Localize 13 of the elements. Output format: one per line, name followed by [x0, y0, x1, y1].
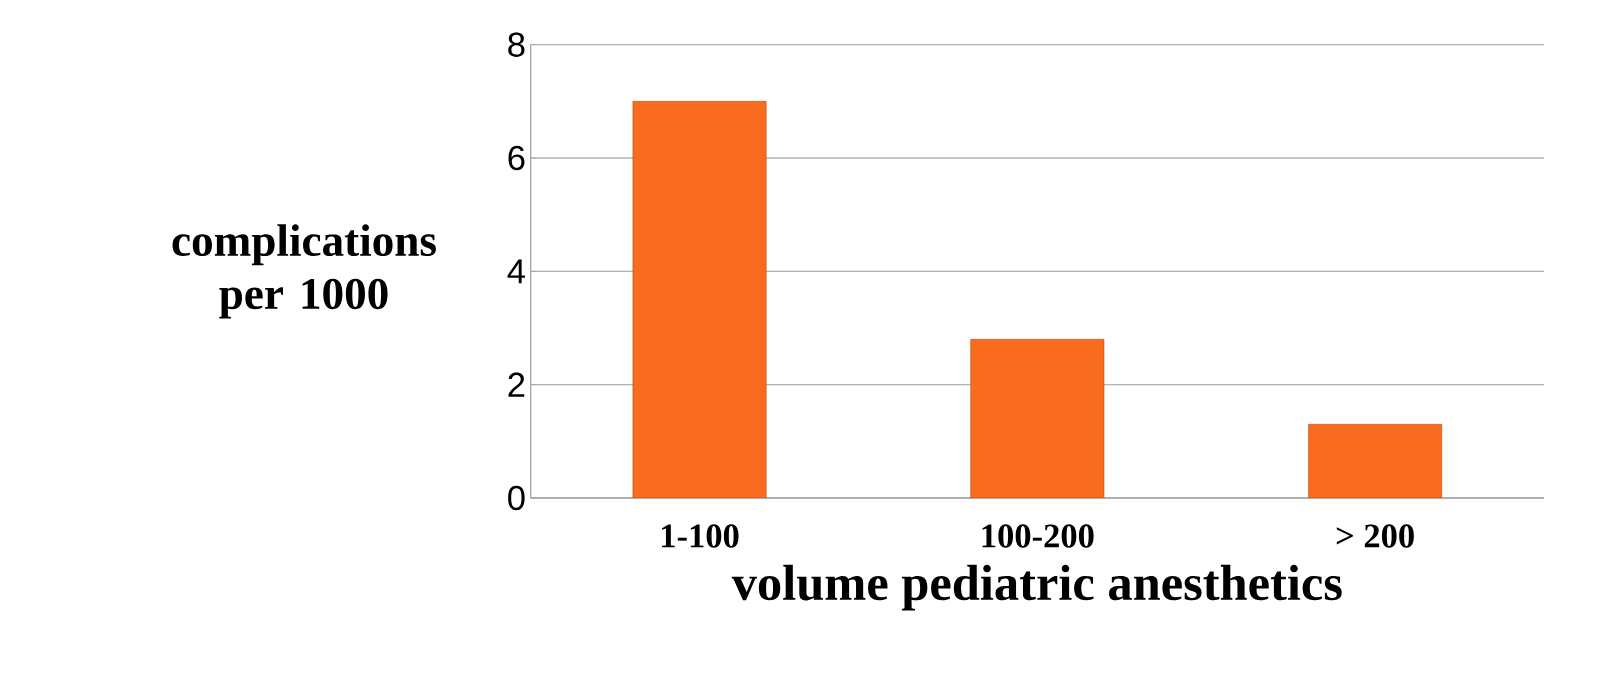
bar: [970, 339, 1105, 498]
x-tick-label: 100-200: [982, 524, 1094, 548]
y-tick-label: 4: [507, 259, 525, 284]
x-axis-title: volume pediatric anesthetics: [731, 564, 1342, 611]
bar: [632, 101, 767, 498]
y-tick-label: 0: [508, 485, 525, 511]
y-tick-label: 6: [508, 145, 525, 171]
bar: [1308, 424, 1443, 498]
y-tick-label: 2: [508, 372, 525, 397]
y-tick-label: 8: [508, 32, 525, 57]
y-axis-title: complications per 1000: [172, 224, 436, 319]
x-tick-label: 1-100: [662, 524, 739, 548]
x-tick-label: > 200: [1336, 524, 1414, 548]
